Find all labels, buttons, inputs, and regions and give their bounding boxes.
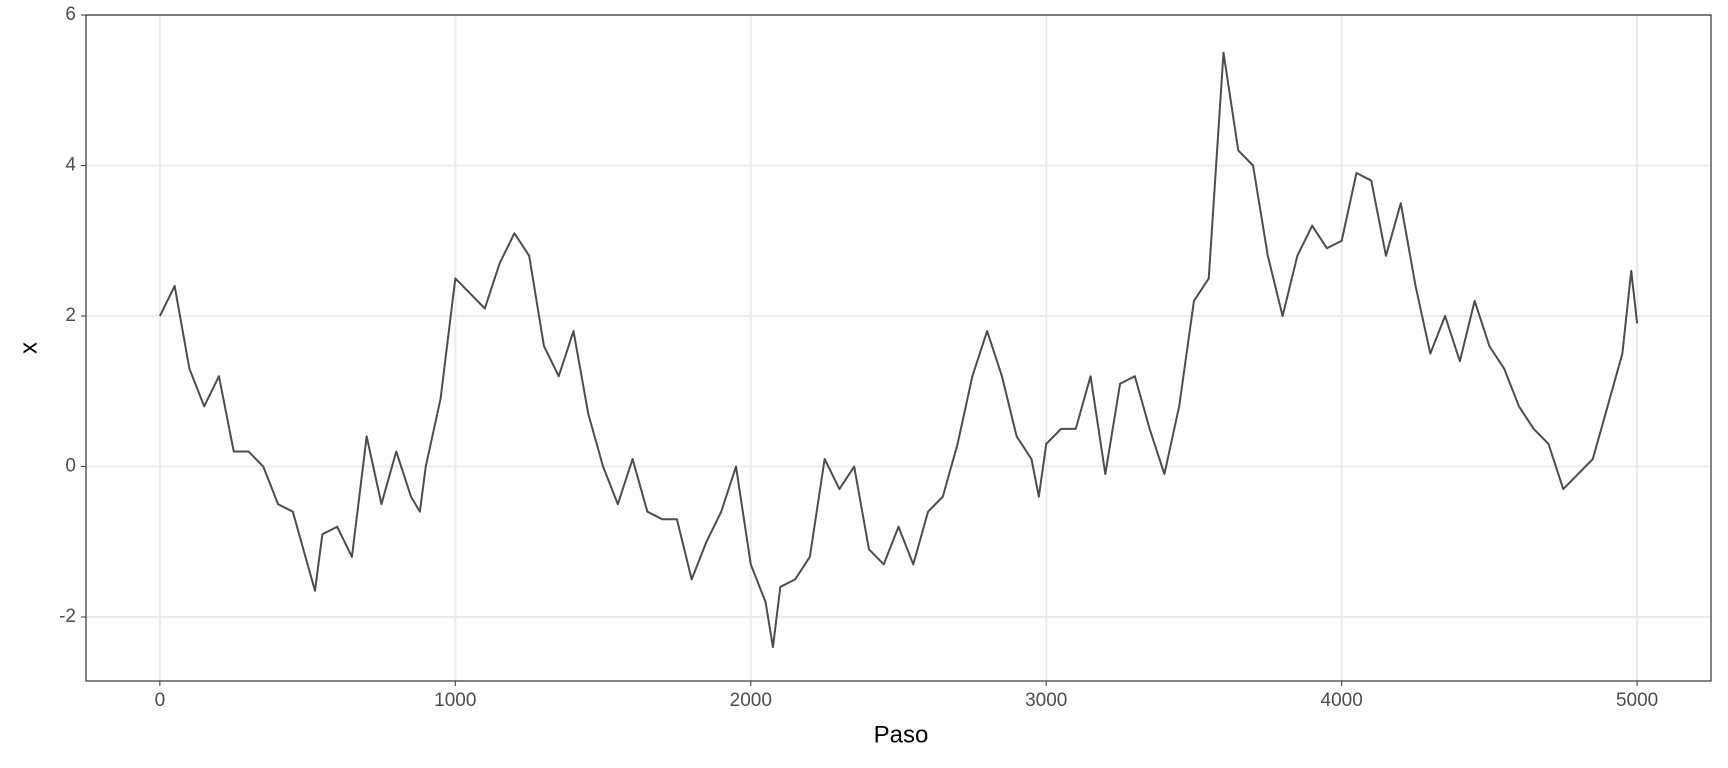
y-tick-label: 2 [65,305,76,326]
y-tick-label: -2 [59,606,76,627]
y-tick-label: 6 [65,4,76,25]
x-tick-label: 3000 [1025,690,1067,711]
x-tick-label: 4000 [1321,690,1363,711]
panel-border [85,14,1712,682]
x-tick-label: 2000 [730,690,772,711]
x-tick-label: 0 [155,690,166,711]
y-tick-label: 0 [65,456,76,477]
y-tick-label: 4 [65,155,76,176]
y-axis-title: x [15,342,42,354]
x-axis-title: Paso [874,721,929,748]
data-line [158,51,1639,649]
x-tick-label: 1000 [434,690,476,711]
x-tick-label: 5000 [1616,690,1658,711]
